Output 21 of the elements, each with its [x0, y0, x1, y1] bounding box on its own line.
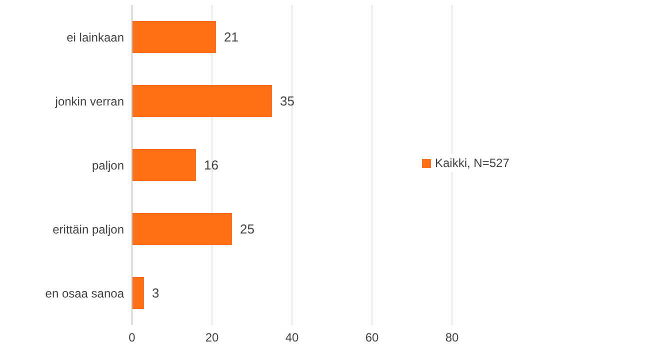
y-tick-label: paljon — [92, 158, 124, 172]
data-label: 21 — [224, 30, 238, 45]
bar — [132, 85, 272, 117]
y-tick-label: erittäin paljon — [52, 222, 124, 236]
y-tick-label: en osaa sanoa — [45, 286, 124, 300]
x-tick-label: 40 — [285, 330, 299, 345]
data-label: 3 — [152, 286, 160, 301]
y-tick-label: ei lainkaan — [66, 30, 124, 44]
y-tick-label: jonkin verran — [54, 94, 124, 108]
data-label: 25 — [240, 222, 254, 237]
x-tick-label: 60 — [365, 330, 379, 345]
bar — [132, 21, 216, 53]
bar — [132, 277, 144, 309]
bar — [132, 213, 232, 245]
x-tick-label: 80 — [445, 330, 459, 345]
legend-label: Kaikki, N=527 — [435, 156, 510, 170]
data-label: 35 — [280, 94, 294, 109]
x-tick-label: 20 — [205, 330, 219, 345]
bar — [132, 149, 196, 181]
x-tick-label: 0 — [128, 330, 136, 345]
data-label: 16 — [204, 158, 218, 173]
